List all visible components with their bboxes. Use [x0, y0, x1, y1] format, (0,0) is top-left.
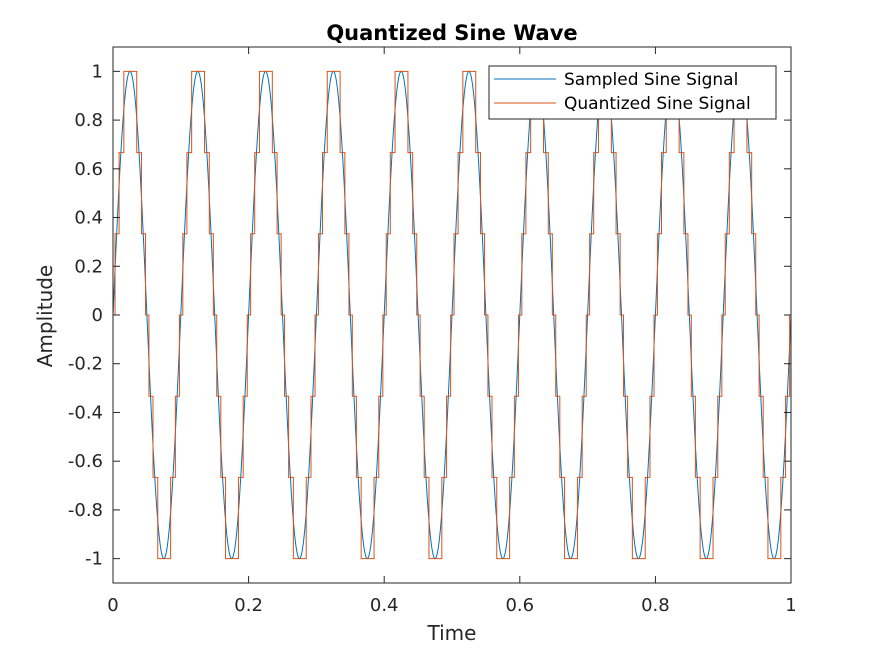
y-ticks: -1 -0.8 -0.6 -0.4 -0.2 0 0.2 0.4 0.6 0.8 1: [68, 61, 791, 570]
y-tick-label: 1: [92, 61, 103, 82]
y-axis-label: Amplitude: [33, 265, 57, 368]
x-axis-label: Time: [427, 621, 477, 645]
y-tick-label: -0.2: [68, 354, 103, 375]
y-tick-label: 0.2: [74, 256, 103, 277]
y-tick-label: -0.8: [68, 500, 103, 521]
y-tick-label: 0.6: [74, 159, 103, 180]
legend-box: [488, 65, 777, 120]
y-tick-label: 0.4: [74, 208, 103, 229]
y-tick-label: 0: [92, 305, 103, 326]
y-tick-label: 0.8: [74, 110, 103, 131]
chart-title: Quantized Sine Wave: [326, 21, 577, 45]
x-tick-label: 0.8: [641, 595, 670, 616]
y-tick-label: -0.6: [68, 451, 103, 472]
x-tick-label: 0.6: [505, 595, 534, 616]
legend: Sampled Sine Signal Quantized Sine Signa…: [488, 65, 777, 120]
legend-label-quantized: Quantized Sine Signal: [564, 94, 751, 114]
x-tick-label: 0.4: [370, 595, 399, 616]
x-tick-label: 1: [785, 595, 796, 616]
legend-label-sampled: Sampled Sine Signal: [564, 70, 738, 90]
y-tick-label: -0.4: [68, 402, 103, 423]
x-tick-label: 0.2: [234, 595, 263, 616]
y-tick-label: -1: [85, 549, 103, 570]
x-ticks: 0 0.2 0.4 0.6 0.8 1: [107, 47, 797, 616]
x-tick-label: 0: [107, 595, 118, 616]
